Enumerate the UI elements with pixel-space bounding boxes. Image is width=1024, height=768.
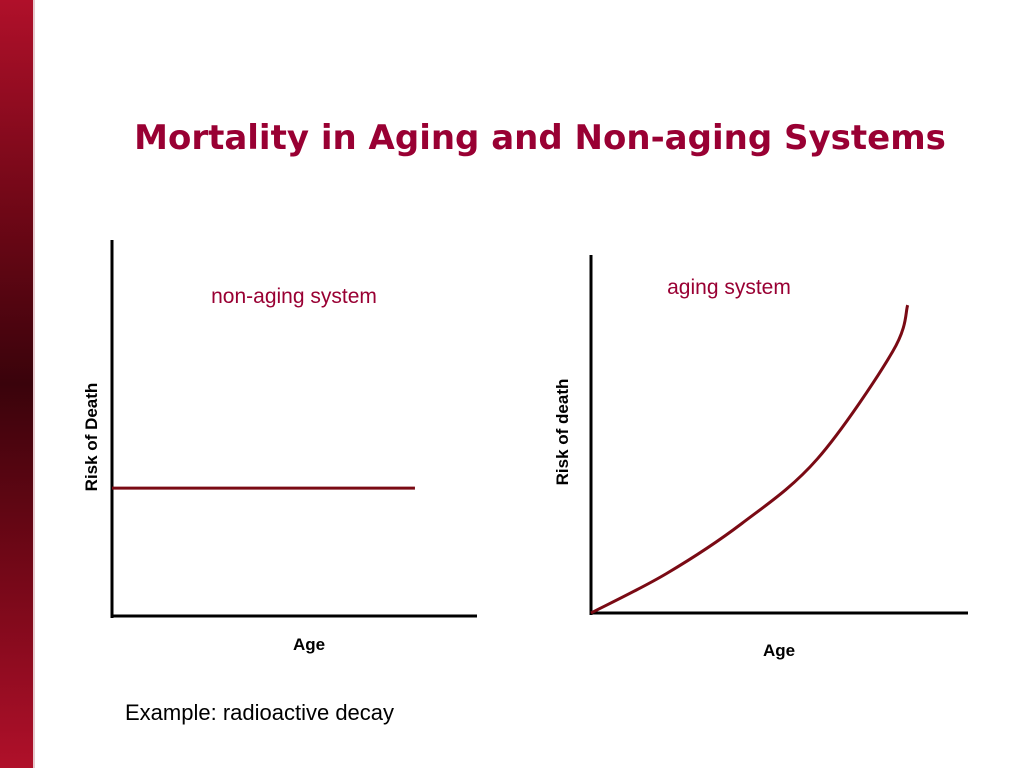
x-axis-label: Age — [293, 635, 325, 654]
decorative-sidebar — [0, 0, 33, 768]
y-axis-label: Risk of Death — [82, 383, 101, 492]
y-axis-label: Risk of death — [553, 379, 572, 486]
chart-title: non-aging system — [211, 285, 377, 308]
slide-title: Mortality in Aging and Non-aging Systems — [134, 118, 946, 158]
example-caption: Example: radioactive decay — [125, 700, 395, 725]
chart-title: aging system — [667, 276, 791, 299]
chart-non-aging: non-aging system Age Risk of Death — [82, 240, 477, 654]
chart-aging: aging system Age Risk of death — [553, 255, 968, 660]
series-line — [590, 304, 910, 615]
sidebar-divider — [33, 0, 35, 768]
x-axis-label: Age — [763, 641, 795, 660]
